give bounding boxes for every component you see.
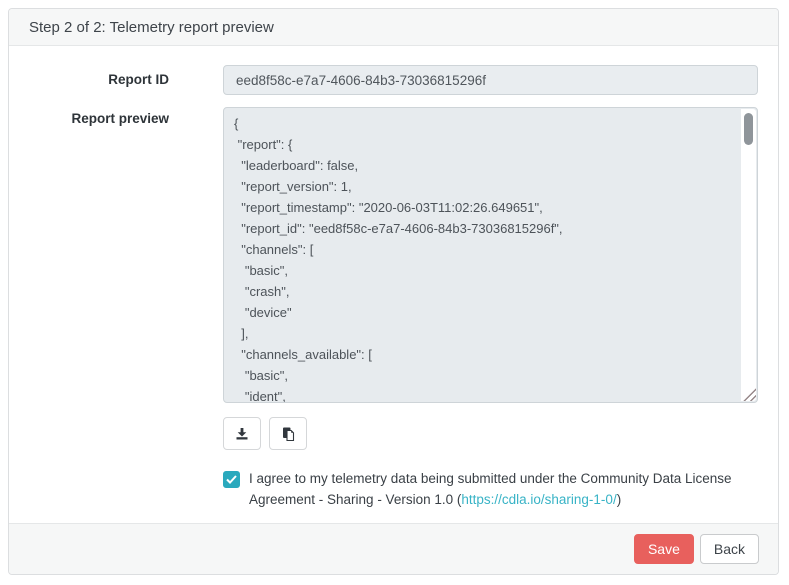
dialog-title: Step 2 of 2: Telemetry report preview xyxy=(9,9,778,46)
back-button[interactable]: Back xyxy=(699,534,759,564)
dialog-body: Report ID Report preview { "report": { "… xyxy=(9,46,778,523)
cdla-license-link[interactable]: https://cdla.io/sharing-1-0/ xyxy=(461,492,617,507)
report-preview-row: Report preview { "report": { "leaderboar… xyxy=(29,107,758,510)
preview-toolbar xyxy=(223,417,758,450)
preview-scrollbar-thumb[interactable] xyxy=(744,113,753,145)
download-report-button[interactable] xyxy=(223,417,261,450)
consent-text-before: I agree to my telemetry data being submi… xyxy=(249,471,732,507)
telemetry-report-dialog: Step 2 of 2: Telemetry report preview Re… xyxy=(8,8,779,575)
consent-label: I agree to my telemetry data being submi… xyxy=(249,468,754,510)
report-id-input[interactable] xyxy=(223,65,758,95)
report-id-label: Report ID xyxy=(108,72,169,87)
copy-icon xyxy=(280,426,296,442)
report-preview-label: Report preview xyxy=(71,111,169,126)
consent-checkbox[interactable] xyxy=(223,471,240,488)
preview-scrollbar-track[interactable] xyxy=(741,109,756,401)
dialog-footer: Save Back xyxy=(9,523,778,574)
download-icon xyxy=(234,426,250,442)
report-preview-content: { "report": { "leaderboard": false, "rep… xyxy=(234,116,563,402)
consent-text-after: ) xyxy=(616,492,622,507)
consent-row: I agree to my telemetry data being submi… xyxy=(223,468,758,510)
copy-report-button[interactable] xyxy=(269,417,307,450)
save-button[interactable]: Save xyxy=(633,534,694,564)
report-preview-textarea[interactable]: { "report": { "leaderboard": false, "rep… xyxy=(223,107,758,403)
report-id-row: Report ID xyxy=(29,65,758,95)
